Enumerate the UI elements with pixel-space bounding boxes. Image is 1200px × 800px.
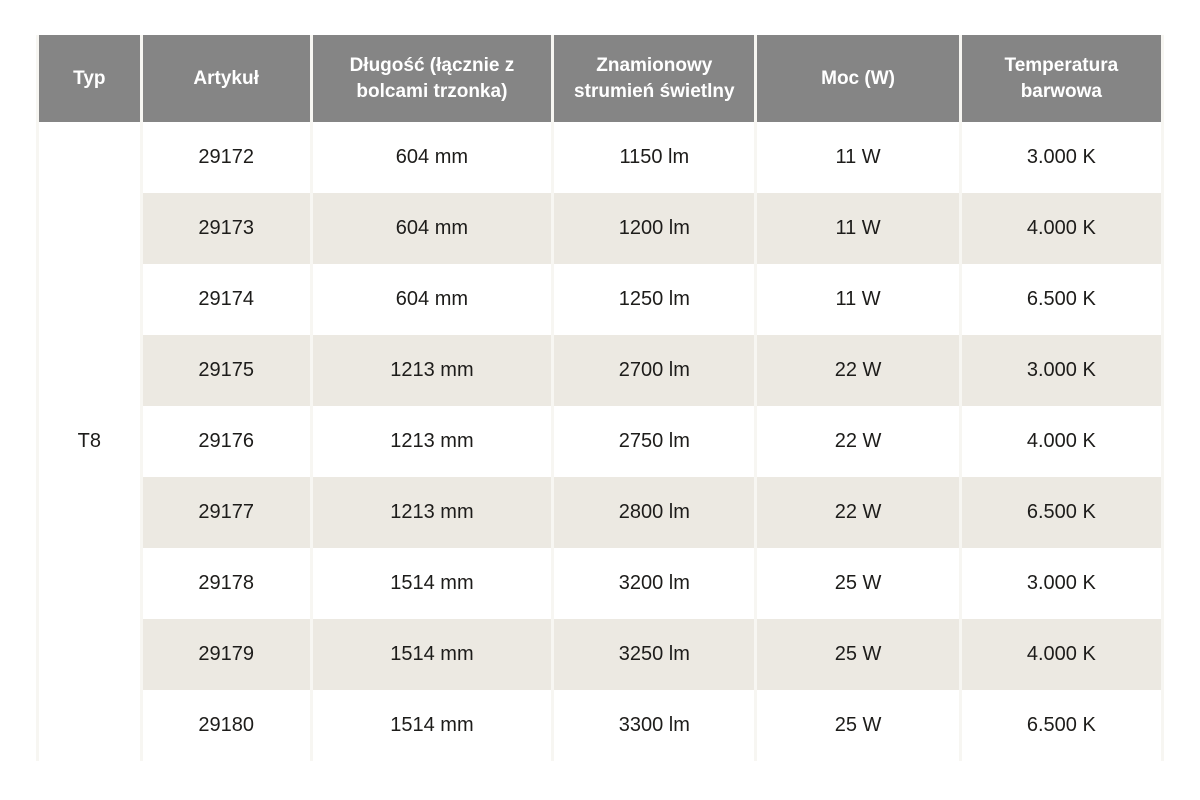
- table-row: 29180 1514 mm 3300 lm 25 W 6.500 K: [39, 690, 1161, 761]
- cell-length: 1514 mm: [312, 619, 552, 690]
- cell-length: 1514 mm: [312, 548, 552, 619]
- cell-flux: 2750 lm: [554, 406, 755, 477]
- cell-flux: 2700 lm: [554, 335, 755, 406]
- cell-power: 11 W: [757, 264, 959, 335]
- cell-power: 25 W: [757, 548, 959, 619]
- cell-temperature: 6.500 K: [961, 690, 1161, 761]
- cell-power: 11 W: [757, 122, 959, 193]
- cell-article: 29176: [142, 406, 310, 477]
- cell-article: 29178: [142, 548, 310, 619]
- header-row: Typ Artykuł Długość (łącznie z bolcami t…: [39, 35, 1161, 122]
- cell-flux: 3200 lm: [554, 548, 755, 619]
- cell-power: 22 W: [757, 335, 959, 406]
- cell-power: 25 W: [757, 690, 959, 761]
- type-cell: T8: [39, 122, 140, 761]
- cell-temperature: 3.000 K: [961, 335, 1161, 406]
- cell-power: 11 W: [757, 193, 959, 264]
- cell-power: 22 W: [757, 406, 959, 477]
- cell-flux: 1150 lm: [554, 122, 755, 193]
- cell-article: 29173: [142, 193, 310, 264]
- cell-flux: 2800 lm: [554, 477, 755, 548]
- cell-flux: 3250 lm: [554, 619, 755, 690]
- table-row: 29173 604 mm 1200 lm 11 W 4.000 K: [39, 193, 1161, 264]
- table-row: T8 29172 604 mm 1150 lm 11 W 3.000 K: [39, 122, 1161, 761]
- cell-temperature: 6.500 K: [961, 264, 1161, 335]
- cell-article: 29179: [142, 619, 310, 690]
- product-spec-table: Typ Artykuł Długość (łącznie z bolcami t…: [36, 35, 1164, 761]
- table-body: T8 29172 604 mm 1150 lm 11 W 3.000 K 29173 604 …: [39, 122, 1161, 761]
- cell-temperature: 4.000 K: [961, 619, 1161, 690]
- cell-flux: 3300 lm: [554, 690, 755, 761]
- table-header: Typ Artykuł Długość (łącznie z bolcami t…: [39, 35, 1161, 122]
- table-row: 29178 1514 mm 3200 lm 25 W 3.000 K: [39, 548, 1161, 619]
- cell-length: 604 mm: [312, 193, 552, 264]
- cell-power: 25 W: [757, 619, 959, 690]
- cell-article: 29180: [142, 690, 310, 761]
- cell-temperature: 3.000 K: [961, 122, 1161, 193]
- table-row: 29177 1213 mm 2800 lm 22 W 6.500 K: [39, 477, 1161, 548]
- cell-temperature: 6.500 K: [961, 477, 1161, 548]
- cell-temperature: 3.000 K: [961, 548, 1161, 619]
- column-header-strumien: Znamionowy strumień świetlny: [554, 35, 755, 122]
- cell-article: 29174: [142, 264, 310, 335]
- cell-length: 604 mm: [312, 264, 552, 335]
- column-header-moc: Moc (W): [757, 35, 959, 122]
- cell-temperature: 4.000 K: [961, 406, 1161, 477]
- cell-article: 29177: [142, 477, 310, 548]
- column-header-artykul: Artykuł: [142, 35, 310, 122]
- cell-temperature: 4.000 K: [961, 193, 1161, 264]
- cell-article: 29175: [142, 335, 310, 406]
- cell-length: 1514 mm: [312, 690, 552, 761]
- cell-length: 1213 mm: [312, 406, 552, 477]
- cell-length: 604 mm: [312, 122, 552, 193]
- table-row: 29175 1213 mm 2700 lm 22 W 3.000 K: [39, 335, 1161, 406]
- column-header-dlugosc: Długość (łącznie z bolcami trzonka): [312, 35, 552, 122]
- cell-power: 22 W: [757, 477, 959, 548]
- cell-article: 29172: [142, 122, 310, 193]
- cell-flux: 1250 lm: [554, 264, 755, 335]
- cell-flux: 1200 lm: [554, 193, 755, 264]
- cell-length: 1213 mm: [312, 335, 552, 406]
- column-header-typ: Typ: [39, 35, 140, 122]
- column-header-temperatura: Temperatura barwowa: [961, 35, 1161, 122]
- cell-length: 1213 mm: [312, 477, 552, 548]
- table-row: 29179 1514 mm 3250 lm 25 W 4.000 K: [39, 619, 1161, 690]
- table-row: 29176 1213 mm 2750 lm 22 W 4.000 K: [39, 406, 1161, 477]
- table-row: 29174 604 mm 1250 lm 11 W 6.500 K: [39, 264, 1161, 335]
